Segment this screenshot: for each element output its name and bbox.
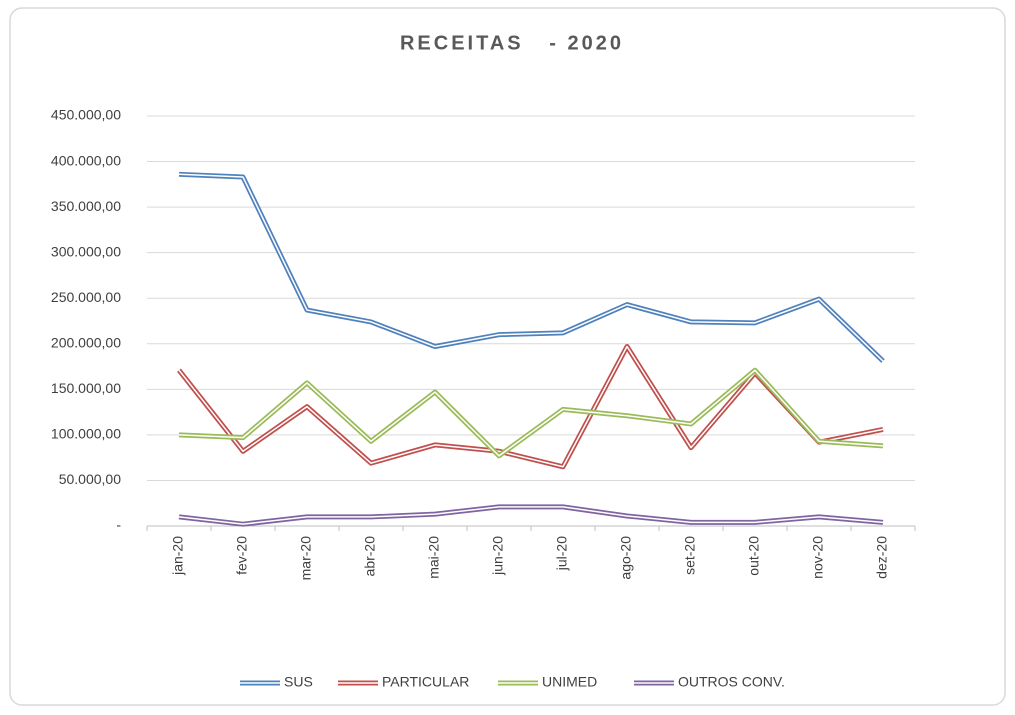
- x-tick-label: dez-20: [874, 536, 890, 579]
- y-tick-label: 350.000,00: [51, 198, 121, 214]
- y-tick-label: 150.000,00: [51, 380, 121, 396]
- legend-label: UNIMED: [542, 674, 597, 690]
- legend-label: SUS: [284, 674, 313, 690]
- y-tick-label: 100.000,00: [51, 426, 121, 442]
- y-tick-label: 50.000,00: [59, 471, 121, 487]
- x-tick-label: jul-20: [554, 536, 570, 571]
- legend-label: OUTROS CONV.: [678, 674, 785, 690]
- x-tick-label: jan-20: [170, 536, 186, 576]
- y-tick-label: 250.000,00: [51, 289, 121, 305]
- y-tick-label: 450.000,00: [51, 107, 121, 123]
- x-tick-label: nov-20: [810, 536, 826, 579]
- x-tick-label: out-20: [746, 536, 762, 576]
- x-tick-label: set-20: [682, 536, 698, 575]
- series-line-inner: [178, 173, 884, 362]
- y-tick-label: -: [116, 517, 121, 533]
- x-tick-label: mar-20: [298, 536, 314, 581]
- chart-frame: [9, 7, 1006, 706]
- legend-label: PARTICULAR: [382, 674, 469, 690]
- chart-title: RECEITAS - 2020: [400, 32, 624, 54]
- y-tick-label: 200.000,00: [51, 334, 121, 350]
- x-tick-label: abr-20: [362, 536, 378, 577]
- x-tick-label: fev-20: [234, 536, 250, 575]
- series-line-inner: [178, 506, 884, 525]
- x-tick-label: mai-20: [426, 536, 442, 579]
- series-line-inner: [178, 369, 884, 457]
- y-tick-label: 300.000,00: [51, 243, 121, 259]
- x-tick-label: jun-20: [490, 536, 506, 576]
- y-tick-label: 400.000,00: [51, 152, 121, 168]
- x-tick-label: ago-20: [618, 536, 634, 580]
